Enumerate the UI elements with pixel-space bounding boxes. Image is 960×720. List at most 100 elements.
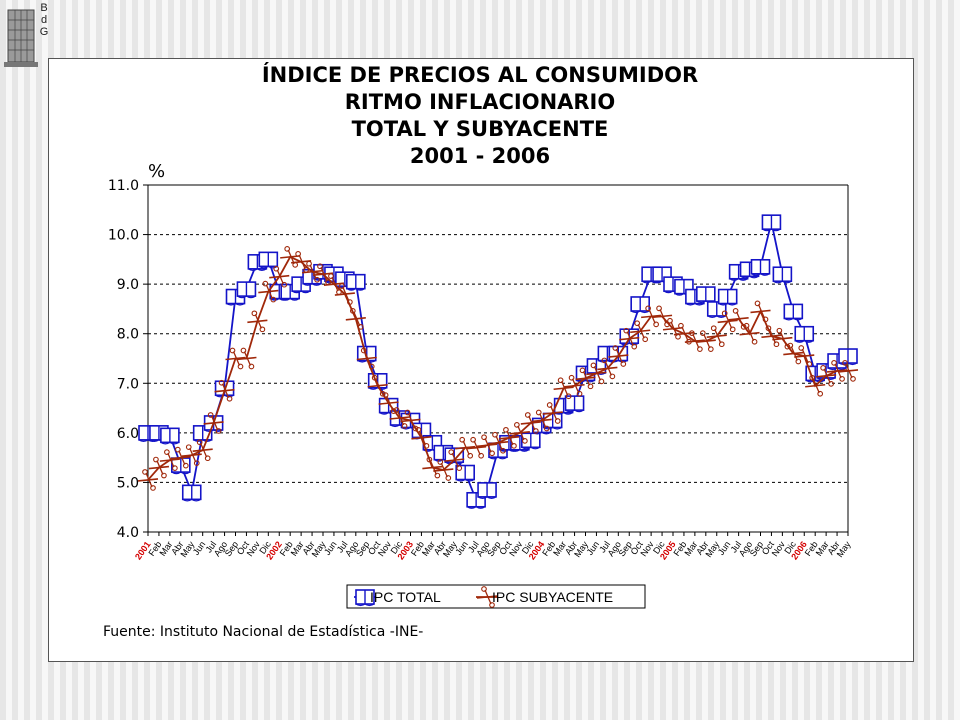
data-point-book-icon: [477, 482, 497, 499]
data-point-scissors-icon: [312, 263, 334, 286]
y-tick-label: 4.0: [117, 525, 139, 541]
data-point-book-icon: [794, 325, 815, 343]
data-point-scissors-icon: [225, 347, 246, 370]
data-point-scissors-icon: [433, 459, 454, 481]
data-point-scissors-icon: [575, 367, 596, 390]
data-point-scissors-icon: [269, 265, 290, 288]
data-point-scissors-icon: [192, 439, 213, 462]
data-point-book-icon: [696, 286, 716, 304]
chart-title-line: ÍNDICE DE PRECIOS AL CONSUMIDOR: [261, 63, 699, 87]
y-axis-unit: %: [148, 161, 165, 182]
data-point-scissors-icon: [619, 327, 640, 350]
data-point-scissors-icon: [630, 320, 651, 343]
chart-title-line: TOTAL Y SUBYACENTE: [351, 117, 609, 141]
data-point-book-icon: [717, 288, 738, 306]
data-point-scissors-icon: [323, 273, 345, 295]
data-point-scissors-icon: [159, 449, 180, 471]
legend: IPC TOTAL IPC SUBYACENTE: [346, 584, 646, 609]
data-point-scissors-icon: [728, 307, 749, 330]
chart-title-line: 2001 - 2006: [409, 144, 551, 168]
data-point-book-icon: [236, 281, 257, 299]
logo-letters: B d G: [38, 2, 50, 38]
data-point-scissors-icon: [148, 456, 170, 479]
data-point-scissors-icon: [739, 322, 760, 345]
data-point-book-icon: [455, 464, 475, 482]
data-point-scissors-icon: [651, 305, 673, 328]
data-point-scissors-icon: [291, 250, 312, 273]
data-point-scissors-icon: [181, 444, 202, 467]
data-point-scissors-icon: [531, 409, 552, 432]
data-point-scissors-icon: [487, 431, 509, 454]
chart-title-line: RITMO INFLACIONARIO: [344, 90, 616, 114]
data-point-scissors-icon: [137, 469, 159, 491]
legend-label: IPC SUBYACENTE: [492, 589, 613, 605]
y-tick-label: 8.0: [117, 327, 139, 343]
data-point-book-icon: [761, 214, 782, 232]
building-icon: [4, 9, 38, 67]
data-point-book-icon: [171, 457, 191, 475]
data-point-scissors-icon: [520, 412, 541, 434]
logo-letter: B: [40, 2, 48, 14]
data-point-book-icon: [521, 432, 541, 450]
data-point-scissors-icon: [170, 446, 191, 469]
data-point-scissors-icon: [203, 412, 224, 434]
source-note: Fuente: Instituto Nacional de Estadístic…: [103, 624, 424, 640]
data-point-scissors-icon: [236, 347, 257, 370]
data-point-scissors-icon: [794, 345, 815, 367]
data-point-scissors-icon: [444, 449, 465, 471]
data-point-book-icon: [706, 301, 727, 319]
data-point-scissors-icon: [761, 325, 782, 348]
y-tick-label: 11.0: [108, 178, 139, 194]
data-point-scissors-icon: [597, 357, 618, 380]
data-point-scissors-icon: [564, 374, 585, 397]
data-point-scissors-icon: [389, 407, 410, 429]
data-point-scissors-icon: [334, 283, 355, 305]
legend-scissors-icon: [476, 586, 498, 608]
data-point-scissors-icon: [706, 325, 727, 348]
data-point-scissors-icon: [301, 260, 323, 283]
data-point-scissors-icon: [586, 362, 607, 385]
series-ipc-total: [138, 214, 858, 509]
data-point-scissors-icon: [608, 345, 629, 367]
data-point-book-icon: [564, 395, 585, 413]
data-point-book-icon: [838, 348, 858, 366]
y-tick-label: 7.0: [117, 376, 139, 392]
bank-logo: B d G: [0, 0, 50, 70]
data-point-scissors-icon: [837, 360, 859, 382]
data-point-book-icon: [444, 447, 465, 465]
data-point-scissors-icon: [214, 379, 235, 402]
data-point-book-icon: [258, 251, 279, 269]
logo-letter: G: [39, 26, 49, 38]
data-point-scissors-icon: [411, 426, 432, 449]
data-point-scissors-icon: [641, 305, 662, 328]
data-point-scissors-icon: [750, 300, 771, 323]
data-point-scissors-icon: [345, 307, 366, 330]
y-tick-label: 9.0: [117, 277, 139, 293]
data-point-scissors-icon: [422, 456, 443, 479]
x-tick-label: May: [835, 539, 853, 559]
data-point-scissors-icon: [772, 327, 793, 350]
data-point-scissors-icon: [553, 377, 574, 400]
data-point-scissors-icon: [826, 360, 848, 382]
data-point-scissors-icon: [400, 409, 421, 432]
data-point-scissors-icon: [498, 426, 520, 449]
data-point-book-icon: [750, 258, 771, 276]
data-point-book-icon: [783, 303, 804, 321]
data-point-scissors-icon: [356, 347, 377, 370]
legend-book-icon: [355, 589, 375, 607]
data-point-book-icon: [772, 266, 793, 284]
data-point-scissors-icon: [695, 330, 716, 352]
data-point-book-icon: [160, 427, 180, 445]
data-point-scissors-icon: [684, 330, 705, 352]
data-point-book-icon: [181, 484, 202, 502]
chart-title: ÍNDICE DE PRECIOS AL CONSUMIDOR RITMO IN…: [0, 62, 960, 170]
data-point-scissors-icon: [466, 436, 487, 459]
data-point-scissors-icon: [258, 280, 279, 303]
data-point-scissors-icon: [367, 374, 388, 397]
data-point-scissors-icon: [805, 374, 826, 397]
data-point-scissors-icon: [378, 392, 399, 414]
data-point-scissors-icon: [476, 434, 498, 457]
data-point-scissors-icon: [247, 310, 268, 333]
logo-letter: d: [40, 14, 48, 26]
